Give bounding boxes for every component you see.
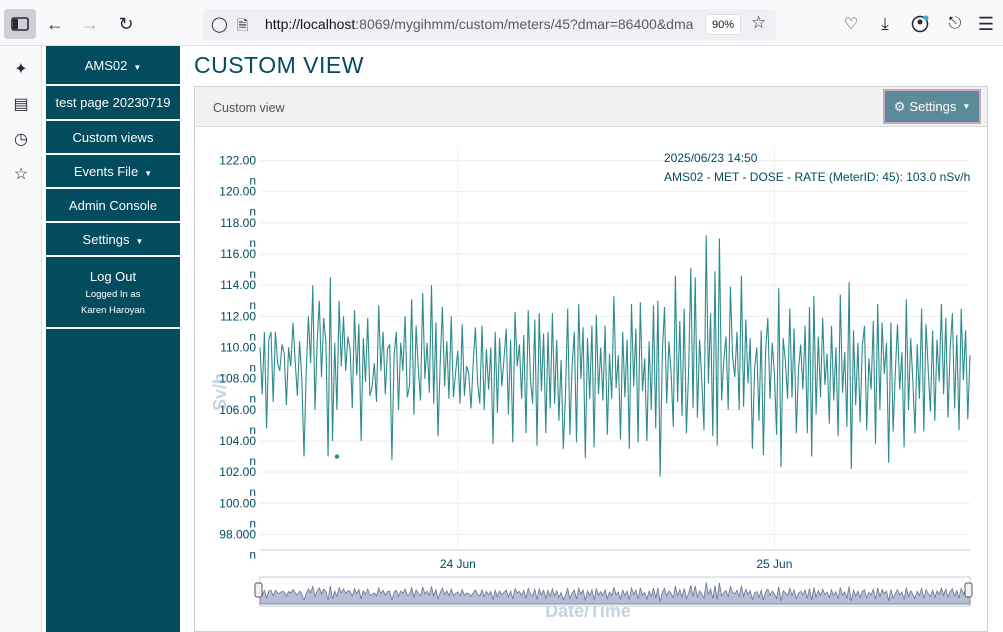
nav-item-label: Events File [73, 163, 139, 179]
nav-item-test-page[interactable]: test page 20230719 [46, 86, 180, 121]
dose-rate-chart[interactable]: Sv/h Date/Time 122.00n120.00n118.00n116.… [194, 127, 988, 632]
gear-icon: ⚙ [893, 98, 906, 114]
y-tick-label: 108.00 [219, 372, 256, 386]
panel-title: Custom view [213, 101, 285, 115]
sidebar-toggle-icon[interactable] [4, 9, 36, 39]
panel-header: Custom view ⚙ Settings ▼ [195, 87, 987, 127]
caret-down-icon: ▼ [144, 168, 153, 178]
y-tick-label: 112.00 [220, 309, 256, 323]
page-info-icon[interactable]: 🗎 [237, 17, 249, 33]
url-text[interactable]: http://localhost:8069/mygihmm/custom/met… [265, 16, 703, 32]
y-tick-label: 114.00 [220, 278, 256, 292]
x-tick-label: 25 Jun [756, 557, 792, 571]
y-tick-label: 122.00 [219, 154, 256, 168]
tooltip-text: AMS02 - MET - DOSE - RATE (MeterID: 45):… [664, 170, 970, 184]
y-axis-ticks: 122.00n120.00n118.00n116.00n114.00n112.0… [219, 154, 256, 562]
menu-icon[interactable]: ☰ [977, 13, 995, 34]
page-title: CUSTOM VIEW [194, 52, 364, 78]
navigator-area [259, 582, 971, 605]
synced-tabs-icon[interactable]: ▤ [13, 96, 29, 113]
y-tick-unit: n [249, 361, 256, 375]
range-navigator[interactable] [254, 576, 973, 607]
y-tick-unit: n [249, 516, 256, 530]
y-tick-unit: n [249, 392, 256, 406]
y-tick-unit: n [249, 485, 256, 499]
ai-sparkle-icon[interactable]: ✦ [14, 61, 28, 78]
y-tick-label: 116.00 [220, 247, 256, 261]
y-tick-unit: n [249, 205, 256, 219]
logged-in-label: Logged In as [85, 288, 141, 300]
nav-item-label: AMS02 [84, 57, 128, 73]
nav-item-custom-views[interactable]: Custom views [46, 121, 180, 155]
caret-down-icon: ▼ [133, 62, 142, 72]
y-axis-label: Sv/h [210, 373, 230, 411]
browser-sidebar: ✦ ▤ ◷ ☆ [0, 46, 42, 632]
y-tick-label: 104.00 [219, 434, 256, 448]
zoom-badge[interactable]: 90% [705, 14, 741, 35]
browser-toolbar: ← → ↻ ◯ 🗎 http://localhost:8069/mygihmm/… [0, 0, 1003, 46]
nav-item-settings[interactable]: Settings ▼ [46, 223, 180, 257]
url-path: :8069/mygihmm/custom/meters/45?dmar=8640… [355, 16, 694, 32]
back-icon[interactable]: ← [46, 13, 64, 34]
dose-rate-series-line [259, 235, 971, 477]
nav-item-events-file[interactable]: Events File ▼ [46, 155, 180, 189]
y-tick-unit: n [249, 174, 256, 188]
y-tick-label: 120.00 [219, 185, 256, 199]
y-tick-label: 102.00 [219, 465, 256, 479]
y-tick-label: 100.00 [219, 496, 256, 510]
chart-grid [260, 145, 970, 551]
bookmark-star-icon[interactable]: ☆ [751, 13, 767, 32]
nav-item-logout[interactable]: Log Out Logged In as Karen Haroyan [46, 257, 180, 329]
navigator-left-handle[interactable] [254, 582, 263, 598]
shield-icon[interactable]: ◯ [211, 16, 228, 33]
logout-label: Log Out [89, 268, 137, 284]
caret-down-icon: ▼ [135, 236, 144, 246]
navigator-right-handle[interactable] [964, 582, 973, 598]
y-tick-label: 110.00 [220, 341, 256, 355]
nav-item-admin-console[interactable]: Admin Console [46, 189, 180, 223]
y-tick-unit: n [249, 298, 256, 312]
y-tick-label: 118.00 [220, 216, 256, 230]
nav-item-label: Custom views [72, 129, 154, 145]
y-tick-label: 106.00 [219, 403, 256, 417]
y-tick-unit: n [249, 267, 256, 281]
pocket-icon[interactable]: ♡ [843, 16, 859, 33]
y-tick-unit: n [249, 547, 256, 561]
tooltip-time: 2025/06/23 14:50 [664, 151, 758, 165]
nav-item-label: test page 20230719 [55, 95, 171, 110]
history-icon[interactable]: ◷ [14, 131, 28, 148]
bookmarks-icon[interactable]: ☆ [13, 166, 29, 183]
user-name: Karen Haroyan [81, 304, 145, 316]
nav-item-ams02[interactable]: AMS02 ▼ [46, 46, 180, 86]
y-tick-unit: n [249, 423, 256, 437]
url-host: http://localhost [265, 16, 356, 32]
hover-point [334, 454, 340, 459]
caret-down-icon: ▼ [962, 102, 971, 111]
x-tick-label: 24 Jun [440, 557, 476, 571]
settings-button[interactable]: ⚙ Settings ▼ [883, 89, 981, 124]
nav-item-label: Admin Console [68, 197, 158, 213]
settings-label: Settings [909, 99, 957, 114]
account-icon[interactable] [904, 9, 936, 39]
forward-icon[interactable]: → [81, 13, 99, 34]
extensions-icon[interactable]: ⎋ [948, 15, 962, 32]
reload-icon[interactable]: ↻ [118, 13, 134, 34]
y-tick-label: 98.000 [219, 527, 256, 541]
nav-item-label: Settings [82, 231, 130, 247]
y-tick-unit: n [249, 454, 256, 468]
app-sidebar: AMS02 ▼ test page 20230719 Custom views E… [46, 46, 180, 632]
downloads-icon[interactable]: ⤓ [881, 14, 889, 33]
url-bar[interactable]: ◯ 🗎 http://localhost:8069/mygihmm/custom… [203, 9, 776, 40]
y-tick-unit: n [249, 329, 256, 343]
y-tick-unit: n [249, 236, 256, 250]
